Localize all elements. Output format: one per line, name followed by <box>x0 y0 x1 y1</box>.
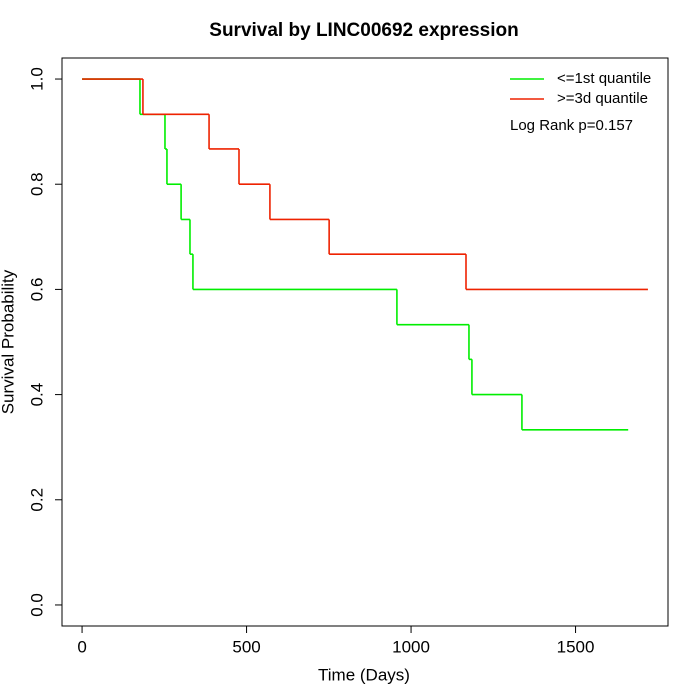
y-tick-label: 0.2 <box>27 488 46 512</box>
chart-title: Survival by LINC00692 expression <box>209 20 518 41</box>
annotation: Log Rank p=0.157 <box>510 117 633 134</box>
y-axis-label: Survival Probability <box>0 269 17 414</box>
y-tick-label: 0.4 <box>27 383 46 407</box>
y-tick-label: 0.8 <box>27 172 46 196</box>
x-tick-label: 500 <box>232 637 260 656</box>
y-tick-label: 0.0 <box>27 593 46 617</box>
y-tick-label: 1.0 <box>27 67 46 91</box>
x-tick-label: 1000 <box>392 637 430 656</box>
x-tick-label: 1500 <box>557 637 595 656</box>
x-axis-label: Time (Days) <box>318 665 410 684</box>
legend-label: >=3d quantile <box>557 90 648 107</box>
x-tick-label: 0 <box>77 637 86 656</box>
plot-frame <box>61 57 669 627</box>
legend-label: <=1st quantile <box>557 70 651 87</box>
y-tick-label: 0.6 <box>27 278 46 302</box>
